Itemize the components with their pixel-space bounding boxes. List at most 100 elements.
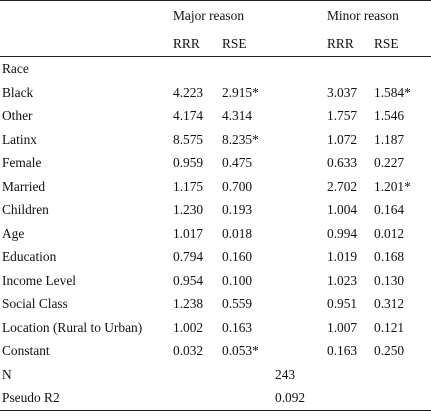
top-rule: [0, 0, 431, 1]
gap-cell: [275, 57, 324, 81]
sub-header-major-rse: RSE: [217, 31, 275, 57]
cell-minor-rse: 0.012: [374, 225, 405, 241]
row-label: Black: [2, 84, 34, 100]
footer-label: N: [2, 366, 12, 382]
table-footer: N 243 Pseudo R2 0.092: [0, 363, 431, 411]
cell-major-rse: 0.700: [222, 178, 253, 194]
row-label: Race: [2, 61, 29, 77]
cell-minor-rrr: [324, 57, 371, 81]
gap-cell: [275, 81, 324, 105]
cell-major-rrr: 0.032: [173, 343, 204, 359]
cell-minor-rse: 1.584*: [374, 84, 411, 100]
variable-header-blank: [0, 1, 168, 31]
table-row: Latinx 8.575 8.235* 1.072 1.187: [0, 128, 431, 152]
table-row: Other 4.174 4.314 1.757 1.546: [0, 104, 431, 128]
table-row: Age 1.017 0.018 0.994 0.012: [0, 222, 431, 246]
cell-minor-rse: 1.546: [374, 108, 405, 124]
table-row: Location (Rural to Urban) 1.002 0.163 1.007…: [0, 316, 431, 340]
cell-major-rrr: 4.223: [173, 84, 204, 100]
cell-major-rse: 0.100: [222, 272, 253, 288]
cell-major-rrr: 1.002: [173, 319, 204, 335]
cell-minor-rse: [371, 57, 431, 81]
row-label: Married: [2, 178, 46, 194]
cell-major-rrr: 1.238: [173, 296, 204, 312]
cell-major-rse: 0.018: [222, 225, 253, 241]
table-row: Married 1.175 0.700 2.702 1.201*: [0, 175, 431, 199]
group-header-minor: Minor reason: [327, 8, 399, 24]
gap-cell: [275, 339, 324, 363]
gap-cell: [275, 245, 324, 269]
sub-header-major-rrr: RRR: [168, 31, 217, 57]
cell-minor-rrr: 3.037: [327, 84, 358, 100]
cell-minor-rse: 1.201*: [374, 178, 411, 194]
row-label: Education: [2, 249, 57, 265]
group-header-major: Major reason: [173, 8, 245, 24]
cell-minor-rrr: 1.757: [327, 108, 358, 124]
cell-minor-rrr: 1.004: [327, 202, 358, 218]
row-label: Other: [2, 108, 33, 124]
footer-blank: [324, 363, 431, 387]
cell-minor-rrr: 0.633: [327, 155, 358, 171]
bottom-rule: [0, 409, 431, 411]
cell-minor-rrr: 2.702: [327, 178, 358, 194]
gap-header-blank: [275, 1, 324, 31]
footer-label: Pseudo R2: [2, 390, 60, 406]
gap-cell: [275, 292, 324, 316]
cell-major-rrr: 4.174: [173, 108, 204, 124]
cell-minor-rse: 0.164: [374, 202, 405, 218]
cell-minor-rse: 0.121: [374, 319, 405, 335]
cell-minor-rrr: 1.072: [327, 131, 358, 147]
sub-header-row: RRR RSE RRR RSE: [0, 31, 431, 57]
sub-header-gap: [275, 31, 324, 57]
row-label: Latinx: [2, 131, 37, 147]
table-body: Race Black 4.223 2.915* 3.037 1.584* Other 4.17…: [0, 57, 431, 363]
row-label: Social Class: [2, 296, 68, 312]
cell-major-rse: 4.314: [222, 108, 253, 124]
table-row: Children 1.230 0.193 1.004 0.164: [0, 198, 431, 222]
cell-major-rrr: 1.017: [173, 225, 204, 241]
table-header: Major reason Minor reason RRR RSE RRR RS…: [0, 0, 431, 57]
cell-major-rse: 8.235*: [222, 131, 259, 147]
cell-minor-rse: 0.250: [374, 343, 405, 359]
cell-minor-rrr: 0.163: [327, 343, 358, 359]
gap-cell: [275, 128, 324, 152]
gap-cell: [275, 175, 324, 199]
sub-header-blank: [0, 31, 168, 57]
cell-major-rrr: 1.175: [173, 178, 204, 194]
group-header-row: Major reason Minor reason: [0, 1, 431, 31]
table-row: Social Class 1.238 0.559 0.951 0.312: [0, 292, 431, 316]
gap-cell: [275, 222, 324, 246]
footer-row: N 243: [0, 363, 431, 387]
cell-major-rrr: 0.959: [173, 155, 204, 171]
cell-major-rse: [217, 57, 275, 81]
gap-cell: [275, 269, 324, 293]
row-label: Constant: [2, 343, 50, 359]
cell-major-rrr: 0.954: [173, 272, 204, 288]
table-row: Black 4.223 2.915* 3.037 1.584*: [0, 81, 431, 105]
cell-minor-rrr: 1.007: [327, 319, 358, 335]
cell-minor-rrr: 0.951: [327, 296, 358, 312]
cell-major-rse: 0.160: [222, 249, 253, 265]
table-row: Education 0.794 0.160 1.019 0.168: [0, 245, 431, 269]
table-row: Income Level 0.954 0.100 1.023 0.130: [0, 269, 431, 293]
cell-major-rrr: 0.794: [173, 249, 204, 265]
gap-cell: [275, 198, 324, 222]
cell-minor-rrr: 0.994: [327, 225, 358, 241]
cell-minor-rse: 0.130: [374, 272, 405, 288]
cell-major-rrr: 1.230: [173, 202, 204, 218]
footer-value: 243: [275, 366, 296, 382]
table-row: Race: [0, 57, 431, 81]
row-label: Children: [2, 202, 49, 218]
cell-major-rrr: [168, 57, 217, 81]
footer-row: Pseudo R2 0.092: [0, 386, 431, 410]
row-label: Female: [2, 155, 42, 171]
cell-minor-rse: 0.168: [374, 249, 405, 265]
row-label: Age: [2, 225, 25, 241]
row-label: Location (Rural to Urban): [2, 319, 143, 335]
table-row: Constant 0.032 0.053* 0.163 0.250: [0, 339, 431, 363]
gap-cell: [275, 151, 324, 175]
sub-header-minor-rrr: RRR: [324, 31, 371, 57]
footer-value: 0.092: [275, 390, 306, 406]
